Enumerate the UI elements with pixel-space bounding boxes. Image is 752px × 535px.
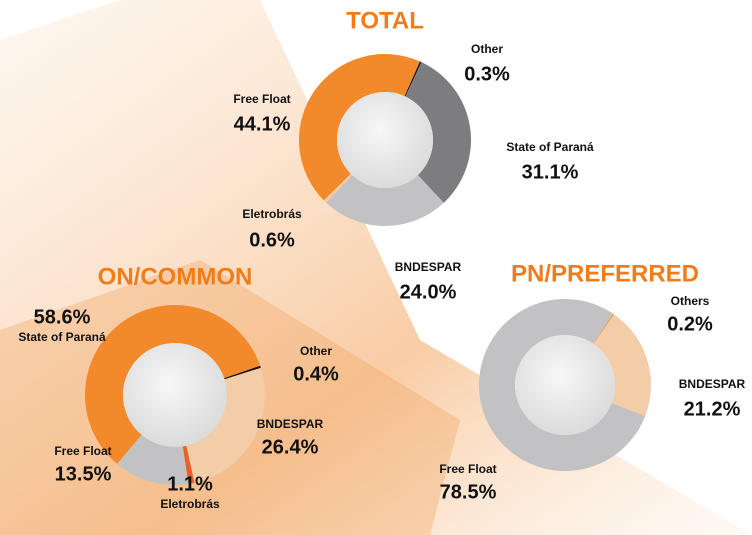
slice-value: 44.1% [234,113,291,135]
slice-name: Free Float [233,92,290,106]
slice-value: 0.4% [293,363,339,385]
slice-name: BNDESPAR [257,417,324,431]
slice-value: 26.4% [262,436,319,458]
donut-hole [123,343,227,447]
slice-name: Others [671,294,710,308]
donut-slice [404,61,422,97]
donut-slice [405,62,471,203]
chart-title: ON/COMMON [98,263,253,290]
donut-slice [182,445,195,484]
slice-value: 31.1% [522,161,579,183]
donut-hole [515,335,615,435]
donut-slice [186,367,265,483]
slice-value: 0.3% [464,63,510,85]
slice-value: 1.1% [167,473,213,495]
slice-name: Free Float [54,444,111,458]
donut-slice [299,54,420,201]
slice-name: Eletrobrás [242,207,302,221]
slice-name: State of Paraná [18,330,106,344]
slice-value: 58.6% [34,306,91,328]
chart-title: PN/PREFERRED [511,260,699,287]
slice-name: State of Paraná [506,140,594,154]
slice-name: Free Float [439,462,496,476]
slice-name: BNDESPAR [679,377,746,391]
donut-slice [478,298,646,471]
chart-title: TOTAL [346,7,424,34]
donut-slice [224,365,261,380]
slice-value: 0.2% [667,313,713,335]
donut-slice [85,305,261,464]
slice-name: BNDESPAR [395,260,462,274]
donut-slice [323,173,353,203]
slice-value: 21.2% [684,398,741,420]
slice-value: 78.5% [440,481,497,503]
donut-slice [117,434,189,485]
slice-name: Eletrobrás [160,497,220,511]
donut-hole [337,92,433,188]
slice-name: Other [300,344,332,358]
slice-value: 0.6% [249,229,295,251]
donut-slice [592,313,614,344]
slice-value: 13.5% [55,463,112,485]
slice-value: 24.0% [400,281,457,303]
donut-slice [326,174,444,226]
donut-slice [593,314,651,416]
slice-name: Other [471,42,503,56]
